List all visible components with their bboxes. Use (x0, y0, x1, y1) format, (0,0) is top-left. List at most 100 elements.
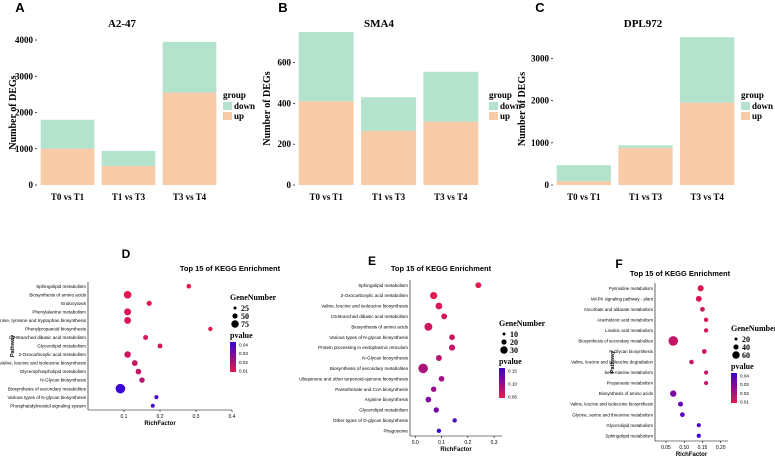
data-point (157, 343, 163, 349)
bar-up (423, 121, 479, 185)
panel-e: E Top 15 of KEGG Enrichment Sphingolipid m… (299, 254, 545, 453)
size-legend-label: 75 (241, 320, 249, 329)
x-tick-label: 0.1 (438, 440, 445, 446)
data-point (433, 407, 439, 413)
panel-a: A A2-47 Number of DEGs 0 1000 2000 3000 4000 T0 … (8, 0, 255, 202)
data-point (124, 308, 132, 316)
color-legend-label: 0.02 (740, 391, 749, 396)
y-tick-label: 0 (287, 180, 292, 190)
data-point (704, 380, 709, 386)
legend-title: group (223, 90, 246, 100)
color-legend-label: 0.03 (239, 351, 248, 356)
pathway-label: MAPK signaling pathway - plant (591, 296, 654, 301)
y-tick-label: 0 (545, 180, 550, 190)
x-tick-label: 0.3 (193, 414, 200, 420)
color-legend-label: 0.10 (508, 382, 517, 387)
color-legend-title: pvalue (731, 362, 754, 371)
pathway-label: Endocytosis (61, 301, 86, 306)
size-legend-dot (501, 339, 507, 345)
bar-down (361, 97, 416, 131)
data-point (131, 360, 138, 366)
pathway-label: N-Glycan biosynthesis (609, 349, 653, 354)
size-legend-label: 60 (742, 351, 750, 360)
data-point (449, 334, 455, 341)
data-point (670, 390, 677, 397)
chart-title: DPL972 (624, 18, 663, 30)
pathway-label: Pyrimidine metabolism (609, 286, 654, 291)
bar-down (162, 41, 217, 93)
legend-swatch (741, 102, 750, 110)
data-point (435, 302, 443, 310)
bar-down (423, 71, 479, 122)
size-legend-title: GeneNumber (731, 324, 775, 333)
x-tick-label: 0.05 (661, 445, 671, 451)
y-tick-label: 600 (278, 58, 292, 68)
y-tick-label: 4000 (15, 35, 34, 45)
x-tick-label: 0.1 (121, 414, 128, 420)
pathway-label: Linoleic acid metabolism (605, 328, 653, 333)
bar-up (40, 148, 95, 185)
color-legend-label: 0.15 (508, 369, 517, 374)
color-legend-label: 0.02 (239, 360, 248, 365)
pathway-label: N-Glycan biosynthesis (362, 356, 408, 361)
color-legend-label: 0.01 (239, 369, 248, 374)
legend-title: group (489, 90, 512, 100)
pathway-label: Phosphatidylinositol signaling system (10, 403, 86, 408)
data-point (689, 359, 694, 365)
x-axis-label: RichFactor (144, 421, 176, 427)
pathway-label: Biosynthesis of secondary metabolites (8, 386, 87, 391)
data-point (668, 336, 679, 346)
bar-down (40, 119, 95, 149)
size-legend-title: GeneNumber (230, 293, 277, 302)
size-legend-label: 25 (241, 304, 249, 313)
data-point (430, 292, 438, 300)
size-legend-dot (734, 337, 738, 341)
pathway-label: 2-Oxocarboxylic acid metabolism (341, 293, 409, 298)
size-legend-label: 40 (742, 343, 750, 352)
bar-up (162, 92, 217, 185)
bar-up (361, 130, 416, 185)
pathway-label: N-Glycan biosynthesis (40, 378, 86, 383)
data-point (430, 386, 437, 392)
data-point (123, 290, 132, 299)
legend-label: down (752, 101, 773, 111)
data-point (143, 334, 149, 340)
y-axis-label: Pathway (10, 334, 16, 357)
pathway-label: Phagosome (383, 428, 408, 433)
legend-label: up (500, 111, 510, 121)
pathway-label: Propanoate metabolism (607, 381, 654, 386)
data-point (677, 401, 684, 407)
panel-b: B SMA4 Number of DEGs 0 200 400 600 T0 vs T1 T1 … (262, 0, 521, 202)
bar-down (298, 32, 354, 102)
size-legend-dot (733, 344, 739, 350)
color-legend-label: 0.04 (239, 343, 248, 348)
y-axis-label: Number of DEGs (262, 71, 273, 145)
data-point (146, 300, 152, 306)
size-legend-label: 20 (510, 338, 518, 347)
data-point (438, 375, 445, 382)
y-tick-label: 2000 (15, 108, 34, 118)
pathway-label: Glycerolipid metabolism (606, 423, 653, 428)
y-tick-label: 2000 (531, 96, 550, 106)
pathway-label: Phenylalanine, tyrosine and tryptophan b… (0, 318, 87, 323)
x-tick-label: T0 vs T1 (51, 192, 85, 202)
y-tick-label: 200 (278, 139, 292, 149)
x-tick-label: T3 vs T4 (690, 192, 724, 202)
y-tick-label: 1000 (531, 138, 550, 148)
pathway-label: Glycine, serine and threonine metabolism (572, 412, 653, 417)
legend-swatch (223, 102, 232, 110)
bar-down (680, 37, 735, 103)
bar-up (680, 102, 735, 185)
pathway-label: Valine, leucine and isoleucine biosynthe… (570, 402, 654, 407)
bar-down (618, 145, 673, 148)
pathway-label: Valine, leucine and isoleucine degradati… (571, 360, 653, 365)
panel-label: E (368, 254, 376, 268)
pathway-label: Glycerophospholipid metabolism (20, 369, 87, 374)
x-tick-label: 0.4 (229, 414, 236, 420)
chart-title: Top 15 of KEGG Enrichment (391, 264, 492, 273)
color-legend-label: 0.03 (740, 382, 749, 387)
pathway-label: Glycerolipid metabolism (37, 344, 86, 349)
size-legend-label: 50 (241, 312, 249, 321)
color-legend-bar (230, 342, 236, 372)
size-legend-dot (231, 320, 239, 328)
